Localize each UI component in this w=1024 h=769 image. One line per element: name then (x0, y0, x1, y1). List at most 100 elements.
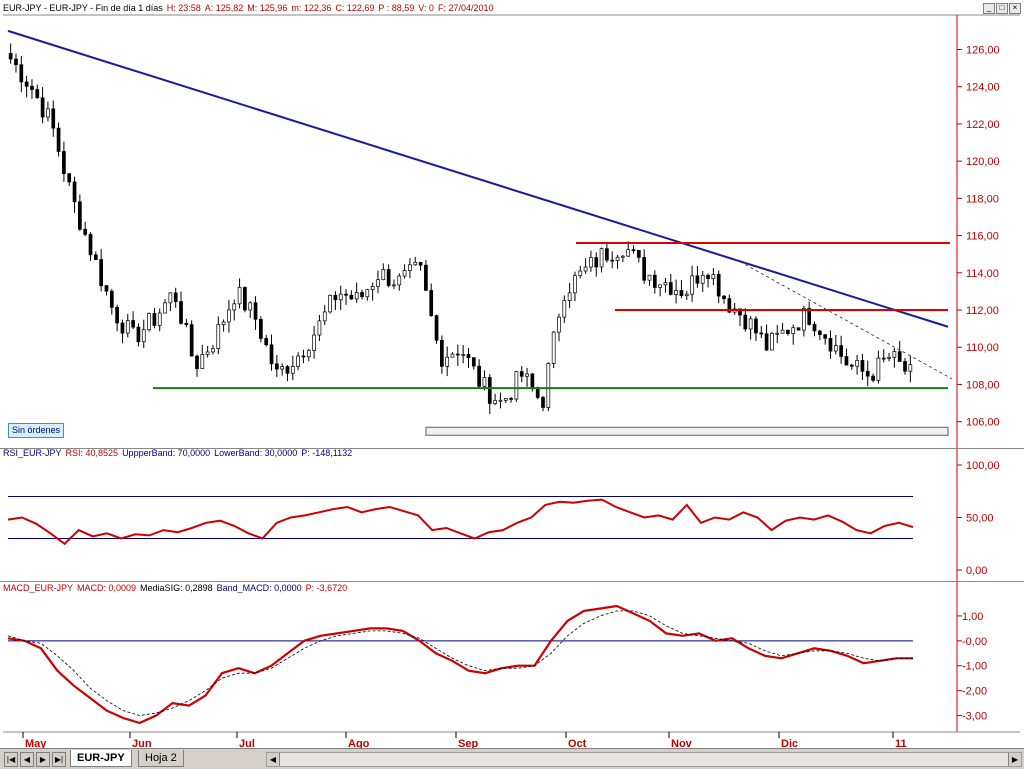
y-tick-label: 110,00 (966, 342, 999, 354)
candle-body (104, 285, 109, 292)
candle-body (525, 373, 529, 377)
candle-body (157, 312, 162, 326)
candle-body (631, 249, 636, 252)
horizontal-scrollbar[interactable]: ◀ ▶ (266, 752, 1022, 767)
candle-body (285, 366, 290, 374)
macd-y-tick-label: 1,00 (962, 611, 983, 623)
candle-body (541, 397, 545, 408)
price-chart[interactable]: 126,00 124,00 122,00 120,00 118,00 116,00 114,… (0, 0, 1024, 448)
candle-body (344, 293, 348, 296)
candle-body (833, 345, 838, 352)
y-tick-label: 116,00 (966, 231, 999, 243)
rsi-y-tick-label: 50,00 (966, 513, 994, 525)
tab-eur-jpy[interactable]: EUR-JPY (70, 750, 132, 767)
next-sheet-button[interactable]: ▶ (36, 752, 50, 767)
candle-body (487, 377, 492, 404)
candle-body (221, 321, 226, 326)
candle-body (429, 290, 434, 316)
candle-body (445, 356, 450, 367)
minimize-button[interactable]: _ (983, 3, 995, 14)
x-tick-label: Dic (781, 738, 798, 748)
candle-body (817, 330, 822, 335)
candle-body (30, 85, 34, 90)
candle-body (897, 351, 902, 362)
header-field: RSI: 40,8525 (65, 448, 119, 458)
header-field: EUR-JPY - EUR-JPY - Fin de día 1 días (3, 3, 163, 13)
candle-body (780, 329, 785, 334)
sheet-tabs-bar: |◀ ◀ ▶ ▶| EUR-JPY Hoja 2 ◀ ▶ (0, 748, 1024, 769)
candle-body (131, 320, 135, 328)
candle-body (684, 293, 689, 296)
y-tick-label: 114,00 (966, 268, 999, 280)
prev-sheet-button[interactable]: ◀ (20, 752, 34, 767)
candle-body (408, 264, 412, 271)
candle-body (205, 351, 210, 355)
candle-body (248, 302, 253, 311)
candle-body (727, 298, 732, 313)
candle-body (46, 108, 50, 118)
candle-body (743, 314, 748, 330)
candle-body (583, 266, 588, 272)
y-tick-label: 108,00 (966, 379, 1000, 391)
x-tick-label: Oct (568, 738, 587, 748)
candle-body (381, 269, 386, 281)
header-field: M: 125,96 (247, 3, 288, 13)
candle-body (759, 332, 764, 335)
rsi-chart[interactable]: 100,00 50,00 0,00 (0, 449, 1024, 581)
candle-body (567, 292, 572, 301)
candle-body (647, 274, 652, 281)
candle-body (376, 279, 380, 287)
candle-body (125, 320, 130, 334)
selection-rectangle (425, 426, 949, 436)
candle-body (706, 274, 710, 279)
header-field: P: -148,1132 (301, 448, 353, 458)
candle-body (493, 400, 497, 404)
x-tick-label: Jun (132, 738, 152, 748)
last-sheet-button[interactable]: ▶| (52, 752, 66, 767)
rsi-panel: RSI_EUR-JPY RSI: 40,8525 UppperBand: 70,00… (0, 448, 1024, 582)
candle-body (274, 363, 279, 370)
candle-body (807, 307, 812, 325)
candle-body (333, 294, 338, 301)
candle-body (168, 292, 173, 304)
candle-body (115, 306, 119, 324)
candle-body (440, 339, 444, 367)
x-tick-label: 11 (895, 738, 907, 748)
candle-body (152, 313, 157, 326)
candle-body (775, 332, 780, 335)
header-field: UppperBand: 70,0000 (122, 448, 211, 458)
candle-body (599, 248, 604, 268)
scroll-right-icon[interactable]: ▶ (1008, 753, 1021, 766)
y-tick-label: 106,00 (966, 417, 1000, 429)
header-field: V: 0 (418, 3, 434, 13)
rsi-line (7, 498, 914, 546)
header-field: MACD: 0,0009 (77, 583, 137, 593)
candle-body (67, 173, 72, 183)
maximize-button[interactable]: □ (996, 3, 1008, 14)
scroll-left-icon[interactable]: ◀ (267, 753, 280, 766)
orders-status-badge[interactable]: Sin órdenes (8, 423, 65, 438)
candle-body (322, 311, 327, 322)
y-tick-label: 120,00 (966, 156, 1000, 168)
candle-body (711, 274, 716, 279)
candle-body (14, 58, 18, 66)
candle-body (397, 275, 402, 286)
candle-body (802, 307, 806, 331)
header-field: F: 27/04/2010 (437, 3, 494, 13)
downtrend-line (7, 29, 949, 328)
close-button[interactable]: × (1009, 3, 1021, 14)
candle-body (881, 357, 886, 360)
candle-body (40, 97, 45, 118)
candle-body (908, 364, 913, 372)
candle-body (163, 302, 167, 314)
macd-chart[interactable]: 1,00 -0,00 -1,00 -2,00 -3,00 May Jun Jul Ago Sep… (0, 582, 1024, 748)
candle-body (450, 353, 455, 358)
candle-body (253, 302, 258, 320)
candle-body (280, 366, 285, 370)
candle-body (887, 356, 891, 359)
candle-body (626, 249, 631, 257)
tab-hoja-2[interactable]: Hoja 2 (138, 750, 184, 767)
candle-body (301, 355, 306, 358)
first-sheet-button[interactable]: |◀ (4, 752, 18, 767)
candle-body (83, 228, 88, 235)
